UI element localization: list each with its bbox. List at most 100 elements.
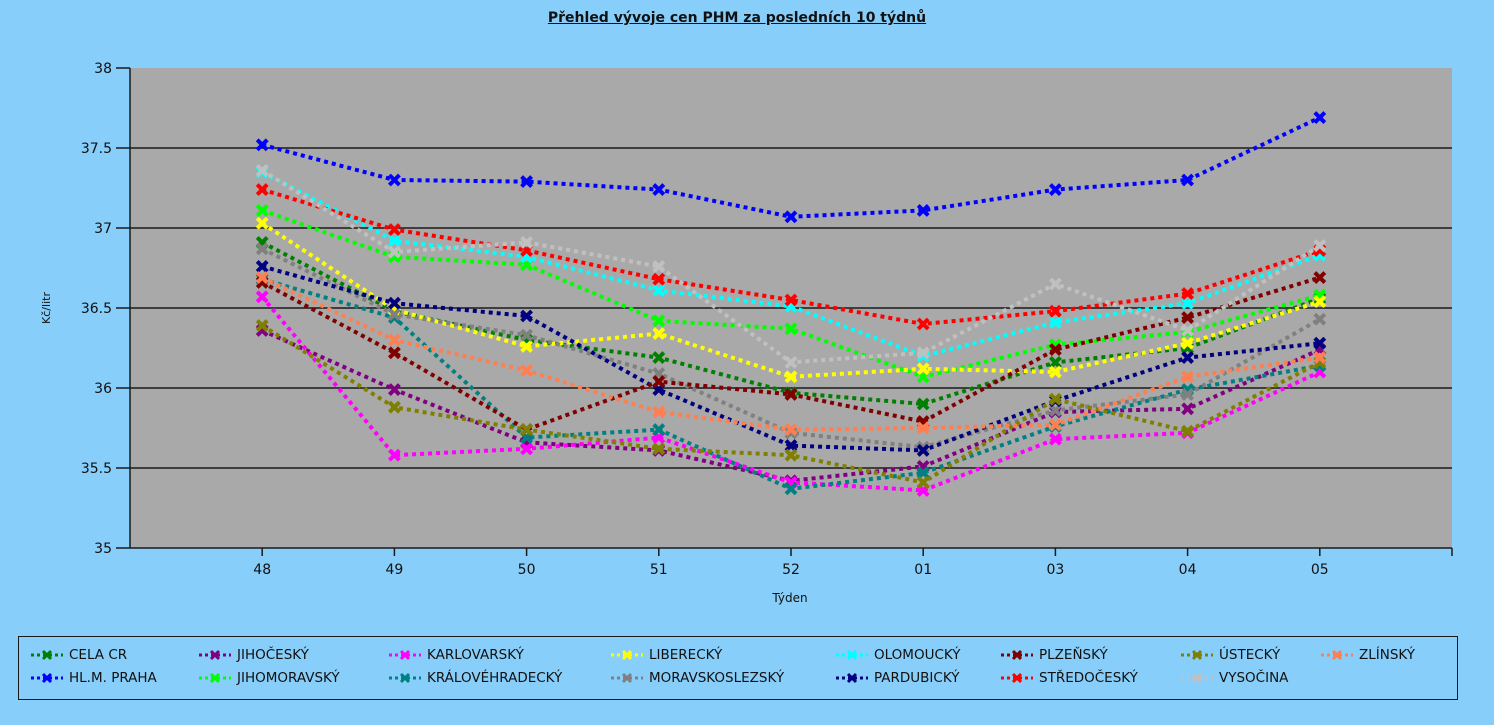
chart-title: Přehled vývoje cen PHM za posledních 10 …	[547, 10, 927, 26]
legend-item: ZLÍNSKÝ	[1319, 645, 1415, 665]
legend-item: OLOMOUCKÝ	[834, 645, 961, 665]
line-chart: 35 35.5 36 36.5 37 37.5 38 48 49 50 51 52 01 03 04 05 T…	[40, 61, 1453, 605]
data-point	[1313, 239, 1327, 253]
data-point	[387, 296, 401, 310]
data-point	[1048, 392, 1062, 406]
x-tick-label: 51	[650, 562, 668, 578]
legend-item: PARDUBICKÝ	[834, 668, 959, 688]
data-point	[387, 333, 401, 347]
legend-item: STŘEDOČESKÝ	[999, 668, 1138, 688]
data-point	[916, 475, 930, 489]
legend-marker-icon	[611, 672, 643, 684]
series-line	[261, 170, 1321, 359]
legend-marker-icon	[1321, 649, 1353, 661]
data-point	[1181, 402, 1195, 416]
data-point	[255, 216, 269, 230]
x-axis-label: Týden	[771, 591, 807, 605]
data-point	[916, 346, 930, 360]
data-point	[916, 466, 930, 480]
legend-label: HL.M. PRAHA	[69, 670, 157, 686]
data-point	[387, 448, 401, 462]
series-zlínský	[255, 271, 1327, 437]
series-hl.m. praha	[255, 111, 1327, 224]
series-line	[261, 264, 1321, 453]
legend-marker-icon	[199, 649, 231, 661]
data-point	[1048, 355, 1062, 369]
data-point	[1181, 424, 1195, 438]
data-point	[784, 448, 798, 462]
data-point	[916, 317, 930, 331]
legend-label: KRÁLOVÉHRADECKÝ	[427, 670, 563, 686]
data-point	[1181, 173, 1195, 187]
data-point	[784, 293, 798, 307]
data-point	[784, 426, 798, 440]
data-point	[255, 163, 269, 177]
series-pardubický	[255, 259, 1327, 457]
data-point	[916, 440, 930, 454]
data-point	[1313, 312, 1327, 326]
legend-label: ÚSTECKÝ	[1219, 647, 1281, 663]
y-tick-label: 35	[94, 541, 112, 557]
data-point	[1313, 295, 1327, 309]
data-point	[1048, 432, 1062, 446]
data-point	[784, 423, 798, 437]
data-point	[1048, 365, 1062, 379]
data-point	[255, 138, 269, 152]
data-point	[1313, 336, 1327, 350]
data-point	[1181, 323, 1195, 337]
data-point	[1181, 296, 1195, 310]
y-axis-label: Kč/litr	[40, 292, 53, 324]
data-point	[1181, 351, 1195, 365]
data-point	[520, 363, 534, 377]
data-point	[255, 319, 269, 333]
legend-marker-icon	[1001, 649, 1033, 661]
legend-label: KARLOVARSKÝ	[427, 647, 524, 663]
data-point	[784, 210, 798, 224]
data-point	[916, 421, 930, 435]
data-point	[1181, 387, 1195, 401]
data-point	[520, 235, 534, 249]
data-point	[1048, 183, 1062, 197]
x-tick-label: 03	[1046, 562, 1064, 578]
data-point	[520, 175, 534, 189]
data-point	[255, 259, 269, 273]
legend-marker-icon	[1181, 649, 1213, 661]
legend-label: VYSOČINA	[1219, 670, 1289, 686]
data-point	[1048, 277, 1062, 291]
data-point	[1181, 287, 1195, 301]
legend-marker-icon	[389, 672, 421, 684]
series-moravskoslezský	[255, 242, 1327, 454]
data-point	[1048, 418, 1062, 432]
legend-item: VYSOČINA	[1179, 668, 1288, 688]
legend: CELA CR JIHOČESKÝ KARLOVARSKÝ LIBERECKÝ OLOM…	[18, 636, 1458, 700]
data-point	[784, 482, 798, 496]
data-point	[255, 242, 269, 256]
data-point	[1048, 304, 1062, 318]
data-point	[1313, 271, 1327, 285]
legend-marker-icon	[1001, 672, 1033, 684]
legend-label: JIHOMORAVSKÝ	[237, 670, 340, 686]
data-point	[387, 383, 401, 397]
y-tick-label: 35.5	[81, 461, 112, 477]
x-tick-label: 01	[914, 562, 932, 578]
legend-item: MORAVSKOSLEZSKÝ	[609, 668, 784, 688]
data-point	[916, 362, 930, 376]
data-point	[916, 397, 930, 411]
data-point	[1048, 343, 1062, 357]
x-tick-label: 50	[518, 562, 536, 578]
data-point	[784, 322, 798, 336]
data-point	[652, 183, 666, 197]
data-point	[652, 375, 666, 389]
y-tick-label: 36.5	[81, 301, 112, 317]
data-point	[387, 346, 401, 360]
data-point	[652, 259, 666, 273]
legend-marker-icon	[836, 672, 868, 684]
data-point	[1048, 315, 1062, 329]
data-point	[784, 387, 798, 401]
legend-marker-icon	[389, 649, 421, 661]
legend-marker-icon	[611, 649, 643, 661]
legend-item: JIHOČESKÝ	[197, 645, 309, 665]
data-point	[520, 442, 534, 456]
legend-label: JIHOČESKÝ	[237, 647, 309, 663]
legend-marker-icon	[31, 649, 63, 661]
